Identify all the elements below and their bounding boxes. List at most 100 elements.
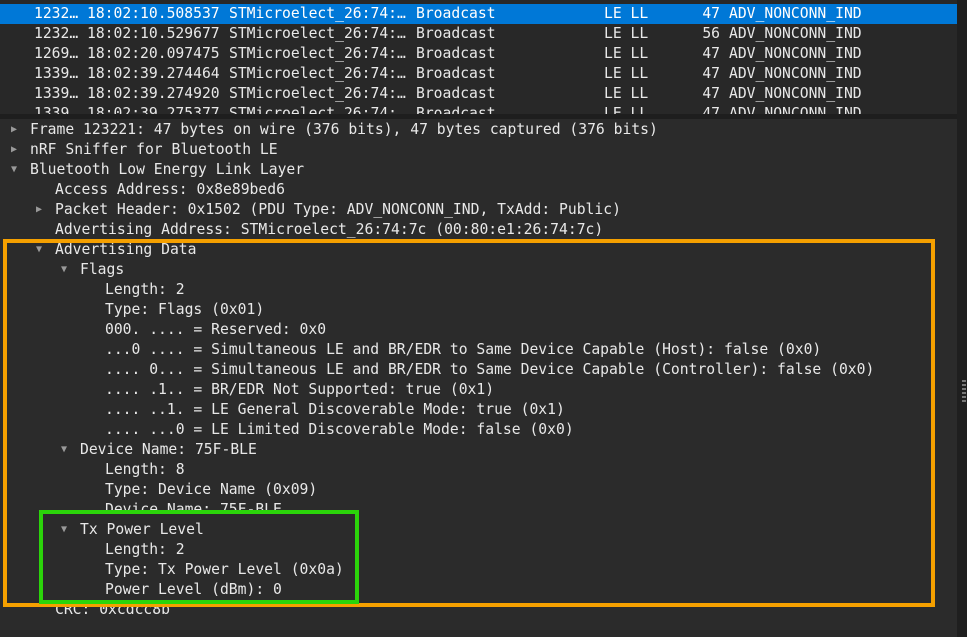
packet-number: 1232… <box>34 5 79 22</box>
packet-row[interactable]: 1339… 18:02:39.274464 STMicroelect_26:74:…… <box>0 64 957 84</box>
tree-item[interactable]: ▼ Flags <box>61 260 125 280</box>
packet-number: 1269… <box>34 45 79 62</box>
tree-item[interactable]: ...0 .... = Simultaneous LE and BR/EDR t… <box>105 340 821 360</box>
tree-item-label: Length: 2 <box>105 541 185 558</box>
packet-length: 47 <box>702 45 720 62</box>
collapse-arrow-right-icon[interactable]: ▶ <box>11 144 18 155</box>
tree-item-label: .... ...0 = LE Limited Discoverable Mode… <box>105 421 574 438</box>
tree-item[interactable]: Type: Flags (0x01) <box>105 300 264 320</box>
expand-arrow-down-icon[interactable]: ▼ <box>61 444 68 455</box>
tree-item-label: .... 0... = Simultaneous LE and BR/EDR t… <box>105 361 875 378</box>
tree-item[interactable]: Power Level (dBm): 0 <box>105 580 282 600</box>
vertical-scrollbar[interactable] <box>957 0 967 637</box>
tree-item-label: Power Level (dBm): 0 <box>105 581 282 598</box>
tree-item-label: Access Address: 0x8e89bed6 <box>55 181 285 198</box>
packet-row[interactable]: 1232… 18:02:10.529677 STMicroelect_26:74:…… <box>0 24 957 44</box>
tree-item-label: nRF Sniffer for Bluetooth LE <box>30 141 278 158</box>
tree-item-label: Type: Device Name (0x09) <box>105 481 318 498</box>
tree-item[interactable]: CRC: 0xcdcc8b <box>55 600 170 620</box>
packet-destination: Broadcast <box>416 25 496 42</box>
packet-destination: Broadcast <box>416 85 496 102</box>
tree-item-label: Packet Header: 0x1502 (PDU Type: ADV_NON… <box>55 201 621 218</box>
packet-number: 1232… <box>34 25 79 42</box>
tree-item[interactable]: ▶ Packet Header: 0x1502 (PDU Type: ADV_NO… <box>36 200 621 220</box>
packet-destination: Broadcast <box>416 45 496 62</box>
tree-item[interactable]: Advertising Address: STMicroelect_26:74:… <box>55 220 603 240</box>
packet-details-tree[interactable]: ▶ Frame 123221: 47 bytes on wire (376 bit… <box>0 120 957 637</box>
packet-number: 1339… <box>34 85 79 102</box>
tree-item-label: Type: Flags (0x01) <box>105 301 265 318</box>
packet-info: ADV_NONCONN_IND <box>729 25 862 42</box>
packet-info: ADV_NONCONN_IND <box>729 65 862 82</box>
tree-item-label: Advertising Data <box>55 241 197 258</box>
packet-row[interactable]: 1339… 18:02:39.274920 STMicroelect_26:74:…… <box>0 84 957 104</box>
tree-item-label: Device Name: 75F-BLE <box>80 441 257 458</box>
packet-row[interactable]: 1339… 18:02:39.275377 STMicroelect_26:74:…… <box>0 104 957 114</box>
scrollbar-grip[interactable] <box>962 380 966 404</box>
tree-item[interactable]: .... ..1. = LE General Discoverable Mode… <box>105 400 565 420</box>
tree-item[interactable]: Access Address: 0x8e89bed6 <box>55 180 285 200</box>
tree-item[interactable]: Length: 2 <box>105 280 185 300</box>
tree-item-label: ...0 .... = Simultaneous LE and BR/EDR t… <box>105 341 822 358</box>
tree-item-label: Advertising Address: STMicroelect_26:74:… <box>55 221 604 238</box>
tree-item-label: Bluetooth Low Energy Link Layer <box>30 161 305 178</box>
expand-arrow-down-icon[interactable]: ▼ <box>61 264 68 275</box>
packet-time: 18:02:10.529677 <box>87 25 220 42</box>
tree-item[interactable]: ▶ Frame 123221: 47 bytes on wire (376 bit… <box>11 120 658 140</box>
packet-time: 18:02:39.274464 <box>87 65 220 82</box>
tree-item-label: Flags <box>80 261 125 278</box>
tree-item-label: Length: 8 <box>105 461 185 478</box>
tree-item-label: .... .1.. = BR/EDR Not Supported: true (… <box>105 381 495 398</box>
packet-protocol: LE LL <box>604 85 649 102</box>
collapse-arrow-right-icon[interactable]: ▶ <box>36 204 43 215</box>
tree-item[interactable]: Device Name: 75F-BLE <box>105 500 282 520</box>
packet-info: ADV_NONCONN_IND <box>729 105 862 114</box>
tree-item[interactable]: ▶ nRF Sniffer for Bluetooth LE <box>11 140 278 160</box>
packet-info: ADV_NONCONN_IND <box>729 85 862 102</box>
tree-item[interactable]: Length: 2 <box>105 540 185 560</box>
packet-time: 18:02:10.508537 <box>87 5 220 22</box>
tree-item-label: CRC: 0xcdcc8b <box>55 601 170 618</box>
tree-item-label: Device Name: 75F-BLE <box>105 501 282 518</box>
pane-splitter[interactable] <box>0 114 967 119</box>
packet-source: STMicroelect_26:74:… <box>229 25 406 42</box>
expand-arrow-down-icon[interactable]: ▼ <box>36 244 43 255</box>
tree-item[interactable]: .... ...0 = LE Limited Discoverable Mode… <box>105 420 574 440</box>
tree-item[interactable]: ▼ Advertising Data <box>36 240 197 260</box>
packet-source: STMicroelect_26:74:… <box>229 105 406 114</box>
packet-info: ADV_NONCONN_IND <box>729 5 862 22</box>
packet-protocol: LE LL <box>604 25 649 42</box>
tree-item[interactable]: Type: Device Name (0x09) <box>105 480 317 500</box>
packet-source: STMicroelect_26:74:… <box>229 85 406 102</box>
packet-source: STMicroelect_26:74:… <box>229 45 406 62</box>
packet-length: 56 <box>702 25 720 42</box>
packet-row[interactable]: 1269… 18:02:20.097475 STMicroelect_26:74:…… <box>0 44 957 64</box>
packet-time: 18:02:39.275377 <box>87 105 220 114</box>
packet-source: STMicroelect_26:74:… <box>229 5 406 22</box>
expand-arrow-down-icon[interactable]: ▼ <box>61 524 68 535</box>
packet-destination: Broadcast <box>416 5 496 22</box>
tree-item[interactable]: ▼ Tx Power Level <box>61 520 204 540</box>
packet-protocol: LE LL <box>604 5 649 22</box>
collapse-arrow-right-icon[interactable]: ▶ <box>11 124 18 135</box>
tree-item[interactable]: Type: Tx Power Level (0x0a) <box>105 560 344 580</box>
packet-number: 1339… <box>34 105 79 114</box>
tree-item-label: Length: 2 <box>105 281 185 298</box>
packet-length: 47 <box>702 85 720 102</box>
tree-item-label: Frame 123221: 47 bytes on wire (376 bits… <box>30 121 658 138</box>
tree-item[interactable]: .... 0... = Simultaneous LE and BR/EDR t… <box>105 360 874 380</box>
tree-item[interactable]: 000. .... = Reserved: 0x0 <box>105 320 326 340</box>
tree-item-label: Tx Power Level <box>80 521 204 538</box>
tree-item[interactable]: ▼ Device Name: 75F-BLE <box>61 440 257 460</box>
packet-time: 18:02:20.097475 <box>87 45 220 62</box>
packet-time: 18:02:39.274920 <box>87 85 220 102</box>
packet-list[interactable]: 1232… 18:02:10.508537 STMicroelect_26:74:…… <box>0 0 957 114</box>
packet-protocol: LE LL <box>604 105 649 114</box>
packet-length: 47 <box>702 5 720 22</box>
expand-arrow-down-icon[interactable]: ▼ <box>11 164 18 175</box>
packet-destination: Broadcast <box>416 105 496 114</box>
tree-item[interactable]: Length: 8 <box>105 460 185 480</box>
packet-row[interactable]: 1232… 18:02:10.508537 STMicroelect_26:74:…… <box>0 4 957 24</box>
tree-item[interactable]: ▼ Bluetooth Low Energy Link Layer <box>11 160 305 180</box>
tree-item[interactable]: .... .1.. = BR/EDR Not Supported: true (… <box>105 380 494 400</box>
